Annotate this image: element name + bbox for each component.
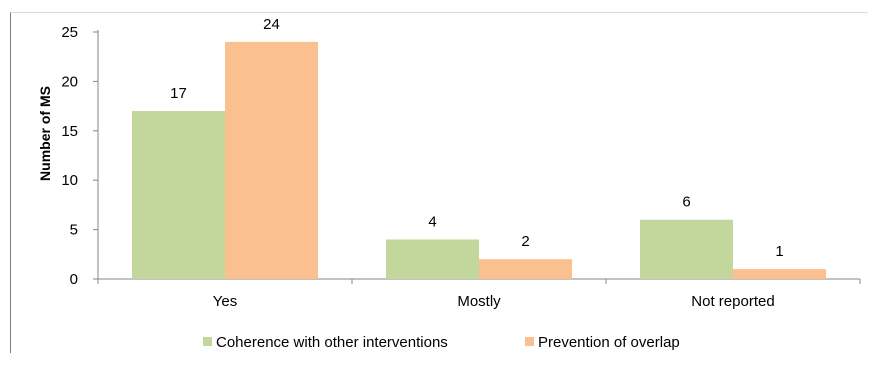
x-tick-label: Mostly: [457, 293, 501, 310]
bar: [386, 239, 479, 279]
legend-swatch: [525, 337, 534, 346]
bar: [640, 219, 733, 279]
y-tick-label: 10: [61, 172, 78, 189]
y-tick-label: 0: [70, 271, 78, 288]
y-tick-label: 25: [61, 24, 78, 41]
bars: 17 24 4 2 6 1: [132, 16, 826, 279]
bar: [225, 41, 318, 279]
bar: [479, 259, 572, 279]
chart-frame: [10, 12, 868, 353]
data-label: 24: [263, 16, 280, 33]
y-axis-title-group: Number of MS: [37, 86, 53, 181]
data-label: 2: [521, 233, 529, 250]
x-tick-label: Not reported: [691, 293, 774, 310]
legend-label: Prevention of overlap: [538, 334, 680, 351]
x-tick-label: Yes: [213, 293, 237, 310]
data-label: 4: [428, 213, 436, 230]
y-axis-title: Number of MS: [37, 86, 53, 181]
data-label: 17: [170, 85, 187, 102]
data-label: 6: [682, 194, 690, 211]
legend: Coherence with other interventions Preven…: [203, 334, 680, 351]
bar: [132, 111, 225, 279]
x-axis: Yes Mostly Not reported: [97, 278, 861, 310]
y-axis: 0 5 10 15 20 25: [61, 24, 99, 288]
legend-swatch: [203, 337, 212, 346]
legend-label: Coherence with other interventions: [216, 334, 448, 351]
data-label: 1: [775, 243, 783, 260]
y-tick-label: 20: [61, 73, 78, 90]
bar: [733, 269, 826, 279]
y-tick-label: 15: [61, 123, 78, 140]
y-tick-label: 5: [70, 222, 78, 239]
